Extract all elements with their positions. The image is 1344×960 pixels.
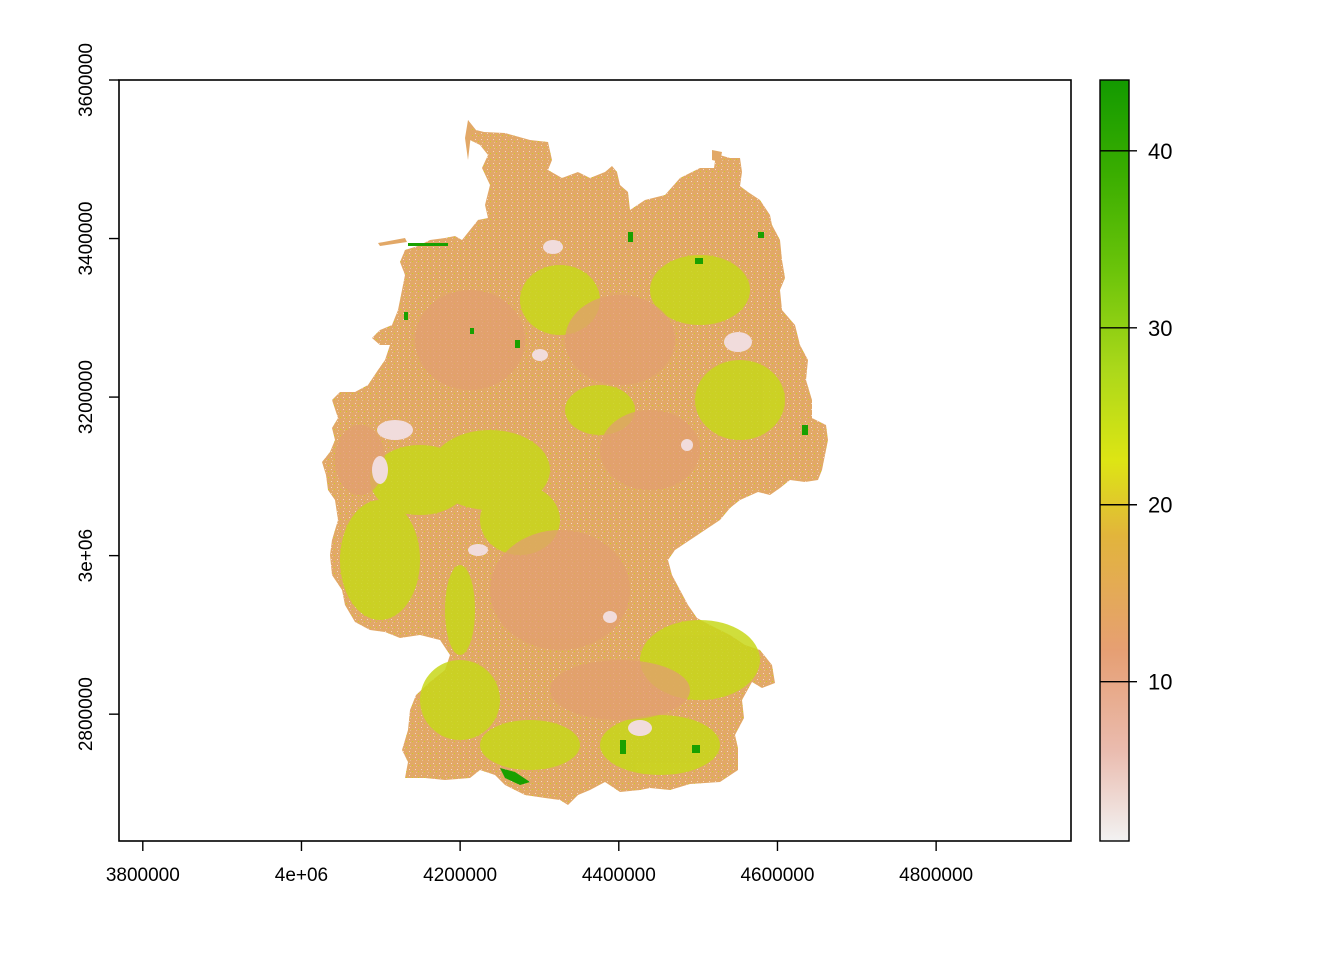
- raster-map: [322, 120, 828, 805]
- legend-axis: 10 20 30 40: [1100, 139, 1172, 695]
- x-tick-label: 4600000: [740, 865, 814, 886]
- x-tick-label: 4400000: [582, 865, 656, 886]
- plot-frame: [118, 79, 1072, 842]
- y-tick-label: 3400000: [76, 202, 97, 276]
- legend-colorbar: [1099, 79, 1130, 842]
- y-tick-label: 2800000: [76, 677, 97, 751]
- y-axis: 2800000 3e+06 3200000 3400000 3600000: [76, 43, 119, 751]
- raster-green-zones: [340, 255, 785, 775]
- x-tick-label: 4800000: [899, 865, 973, 886]
- raster-low-zones: [335, 290, 700, 720]
- raster-urban-spots: [372, 240, 752, 736]
- legend-tick-label: 40: [1148, 139, 1172, 164]
- legend-tick-label: 30: [1148, 316, 1172, 341]
- legend-tick-label: 10: [1148, 670, 1172, 695]
- raster-forest-spots: [404, 232, 808, 785]
- x-axis: 3800000 4e+06 4200000 4400000 4600000 4800000: [106, 841, 973, 886]
- x-tick-label: 4e+06: [275, 865, 328, 886]
- x-tick-label: 4200000: [423, 865, 497, 886]
- raster-islands: [378, 120, 722, 246]
- y-tick-label: 3e+06: [76, 529, 97, 582]
- y-tick-label: 3600000: [76, 43, 97, 117]
- legend-tick-label: 20: [1148, 493, 1172, 518]
- x-tick-label: 3800000: [106, 865, 180, 886]
- y-tick-label: 3200000: [76, 360, 97, 434]
